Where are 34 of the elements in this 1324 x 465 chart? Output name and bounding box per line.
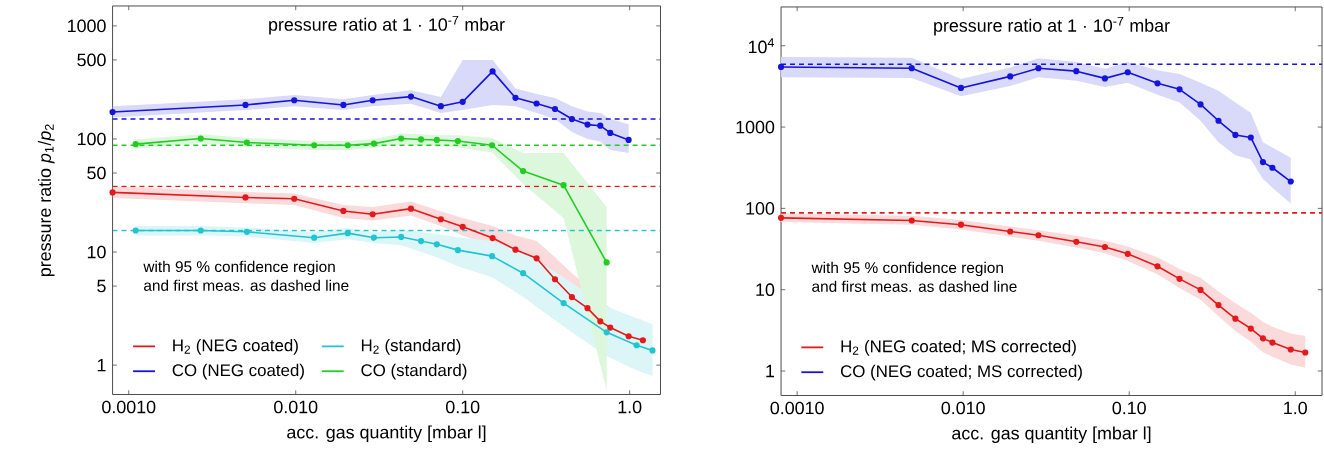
y-tick-label: 500 [77,53,106,67]
y-tick-label: 1 [97,358,106,372]
x-tick-label: 0.0010 [770,401,824,415]
x-tick-label: 0.10 [446,400,480,414]
y-tick-label: 10 [756,283,775,296]
legend-label: H$_{2}$ (NEG coated) [173,338,298,355]
legend-label: CO (NEG coated; MS corrected) [840,364,1082,381]
y-tick-label: 10$^{4}$ [748,38,775,54]
y-tick-label: 1000 [736,120,775,134]
x-tick-label: 0.10 [1112,401,1146,415]
y-tick-label: 10 [87,245,106,259]
annotation: and first meas. as dashed line [812,280,1017,292]
annotation: with 95 % confidence region [811,261,1003,277]
y-tick-label: 5 [97,279,106,293]
legend-label: CO (standard) [361,363,467,380]
y-tick-label: 100 [77,132,106,146]
x-tick-label: 0.0010 [102,400,156,414]
y-tick-label: 50 [87,166,106,180]
y-tick-label: 1 [766,364,775,378]
legend-label: H$_{2}$ (NEG coated; MS corrected) [841,339,1076,356]
y-tick-label: 100 [746,201,775,215]
y-tick-label: 1000 [68,19,106,33]
text: pressure ratio at 1 · 10$^{-7}$ mbar [269,15,505,35]
x-tick-label: 1.0 [618,400,642,414]
legend-label: CO (NEG coated) [172,363,304,380]
legend-label: H$_{2}$ (standard) [361,338,461,355]
x-tick-label: 0.010 [941,401,985,415]
annotation: with 95 % confidence region [143,260,335,276]
x-axis-title: acc. gas quantity [mbar l] [287,425,486,442]
text: pressure ratio at 1 · 10$^{-7}$ mbar [934,16,1170,36]
x-axis-title: acc. gas quantity [mbar l] [952,426,1151,443]
x-tick-label: 0.010 [274,400,318,414]
x-tick-label: 1.0 [1284,401,1307,415]
annotation: and first meas. as dashed line [144,279,349,291]
